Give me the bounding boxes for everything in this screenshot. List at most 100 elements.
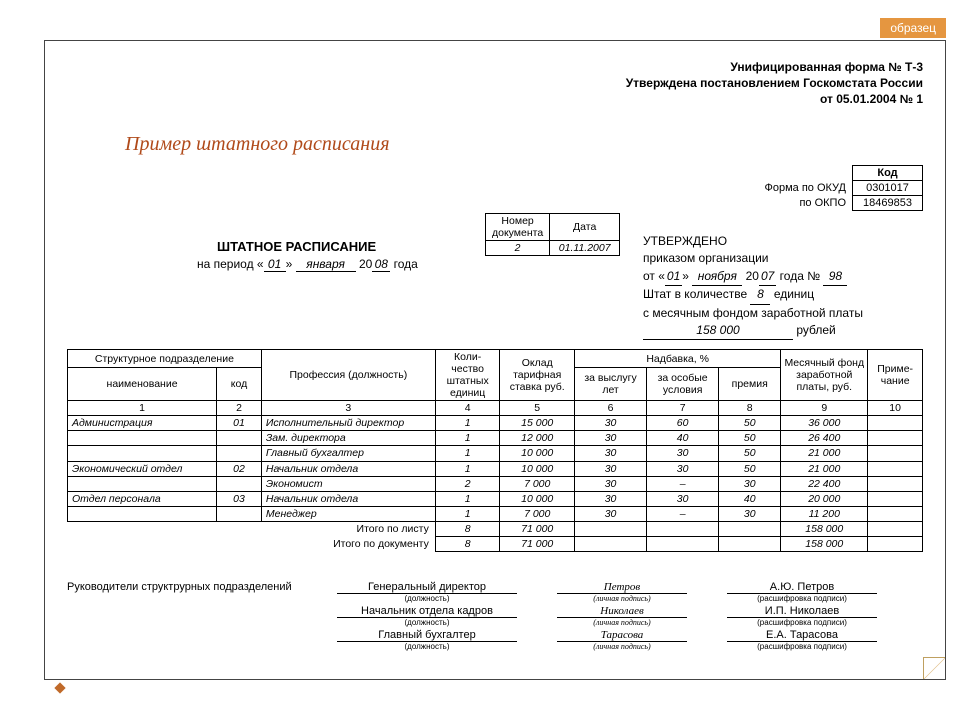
period-line: на период «01» января 2008 года — [197, 257, 418, 272]
cell-note — [868, 431, 923, 446]
cell-b1: 30 — [575, 431, 647, 446]
sig-sub-name: (расшифровка подписи) — [727, 594, 877, 603]
colnum-row: 12345678910 — [68, 401, 923, 416]
approve-l6: 158 000 рублей — [643, 322, 923, 340]
cell-b2: 30 — [647, 491, 719, 506]
example-title: Пример штатного расписания — [125, 133, 390, 156]
colnum-cell: 2 — [217, 401, 262, 416]
main-table: Структурное подразделение Профессия (дол… — [67, 349, 923, 552]
approve-l4: Штат в количестве 8 единиц — [643, 286, 923, 304]
table-row: Менеджер17 00030–3011 200 — [68, 506, 923, 521]
signatures-block: Руководители структрурных подразделений … — [67, 581, 923, 653]
cell-prof: Экономист — [261, 476, 435, 491]
cell-b3: 50 — [719, 416, 781, 431]
cell-b1: 30 — [575, 491, 647, 506]
totals-row: Итого по листу871 000158 000 — [68, 521, 923, 536]
table-row: Главный бухгалтер110 00030305021 000 — [68, 446, 923, 461]
approve-l2: приказом организации — [643, 250, 923, 267]
cell-note — [868, 491, 923, 506]
form-header: Унифицированная форма № Т-3 Утверждена п… — [67, 59, 923, 108]
th-code: код — [217, 368, 262, 401]
totals-cell — [719, 536, 781, 551]
sig-sub-sign: (личная подпись) — [557, 642, 687, 651]
th-prof: Профессия (должность) — [261, 350, 435, 401]
cell-fund: 22 400 — [781, 476, 868, 491]
cell-salary: 10 000 — [500, 461, 575, 476]
cell-prof: Менеджер — [261, 506, 435, 521]
cell-note — [868, 506, 923, 521]
totals-label: Итого по листу — [68, 521, 436, 536]
colnum-cell: 5 — [500, 401, 575, 416]
colnum-cell: 10 — [868, 401, 923, 416]
sample-badge: образец — [880, 18, 946, 38]
th-fund: Месячный фонд заработной платы, руб. — [781, 350, 868, 401]
cell-b1: 30 — [575, 461, 647, 476]
sig-position: Главный бухгалтер — [337, 629, 517, 642]
cell-qty: 1 — [435, 416, 500, 431]
approve-l3: от «01» ноября 2007 года № 98 — [643, 268, 923, 286]
cell-qty: 1 — [435, 446, 500, 461]
cell-code: 02 — [217, 461, 262, 476]
sig-name: Е.А. Тарасова — [727, 629, 877, 642]
cell-b3: 30 — [719, 476, 781, 491]
page-corner-fold — [923, 657, 945, 679]
docnum-table: Номер документаДата 201.11.2007 — [485, 213, 620, 256]
cell-code — [217, 476, 262, 491]
cell-prof: Зам. директора — [261, 431, 435, 446]
cell-b1: 30 — [575, 476, 647, 491]
th-b2: за особые условия — [647, 368, 719, 401]
totals-cell: 71 000 — [500, 521, 575, 536]
period-month: января — [296, 257, 356, 272]
cell-note — [868, 461, 923, 476]
header-line2: Утверждена постановлением Госкомстата Ро… — [67, 75, 923, 91]
cell-code — [217, 446, 262, 461]
colnum-cell: 8 — [719, 401, 781, 416]
period-prefix: на период « — [197, 257, 264, 271]
table-body: Администрация01Исполнительный директор11… — [68, 416, 923, 552]
totals-cell: 71 000 — [500, 536, 575, 551]
cell-b3: 50 — [719, 446, 781, 461]
approve-l5: с месячным фондом заработной платы — [643, 305, 923, 322]
document-page: Унифицированная форма № Т-3 Утверждена п… — [44, 40, 946, 680]
colnum-cell: 9 — [781, 401, 868, 416]
cell-salary: 15 000 — [500, 416, 575, 431]
cell-code: 03 — [217, 491, 262, 506]
totals-cell — [719, 521, 781, 536]
cell-dept — [68, 431, 217, 446]
sig-name: А.Ю. Петров — [727, 581, 877, 594]
th-note: Приме-чание — [868, 350, 923, 401]
approve-block: УТВЕРЖДЕНО приказом организации от «01» … — [643, 233, 923, 340]
table-row: Экономический отдел02Начальник отдела110… — [68, 461, 923, 476]
approve-l1: УТВЕРЖДЕНО — [643, 233, 923, 250]
cell-prof: Начальник отдела — [261, 491, 435, 506]
totals-cell: 8 — [435, 536, 500, 551]
period-suffix: года — [390, 257, 418, 271]
totals-cell — [647, 536, 719, 551]
th-bonus: Надбавка, % — [575, 350, 781, 368]
code-block: Код Форма по ОКУД0301017 по ОКПО18469853 — [757, 165, 924, 211]
cell-fund: 36 000 — [781, 416, 868, 431]
sig-sign: Тарасова — [557, 629, 687, 642]
cell-fund: 21 000 — [781, 446, 868, 461]
totals-label: Итого по документу — [68, 536, 436, 551]
cell-code: 01 — [217, 416, 262, 431]
cell-note — [868, 416, 923, 431]
cell-b2: 60 — [647, 416, 719, 431]
sig-position: Начальник отдела кадров — [337, 605, 517, 618]
docnum-date: 01.11.2007 — [550, 241, 620, 256]
th-salary: Оклад тарифная ставка руб. — [500, 350, 575, 401]
signature-row: Генеральный директор(должность)Петров(ли… — [337, 581, 923, 603]
docnum-num: 2 — [486, 241, 550, 256]
colnum-cell: 3 — [261, 401, 435, 416]
cell-fund: 21 000 — [781, 461, 868, 476]
schedule-title: ШТАТНОЕ РАСПИСАНИЕ — [217, 239, 376, 254]
cell-salary: 12 000 — [500, 431, 575, 446]
sig-sign: Петров — [557, 581, 687, 594]
sig-sub-sign: (личная подпись) — [557, 594, 687, 603]
cell-prof: Исполнительный директор — [261, 416, 435, 431]
sig-position: Генеральный директор — [337, 581, 517, 594]
cell-qty: 2 — [435, 476, 500, 491]
totals-cell — [575, 536, 647, 551]
header-line3: от 05.01.2004 № 1 — [67, 91, 923, 107]
cell-dept: Экономический отдел — [68, 461, 217, 476]
